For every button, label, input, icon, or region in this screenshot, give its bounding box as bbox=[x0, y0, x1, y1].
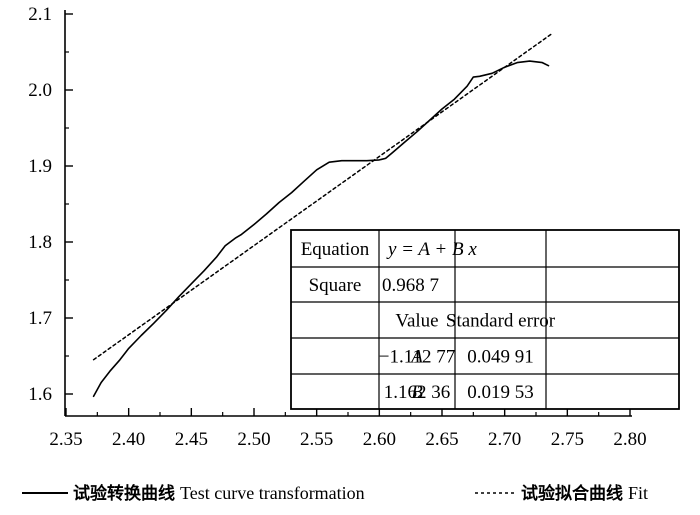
y-tick-label: 2.0 bbox=[28, 80, 52, 101]
x-tick-label: 2.55 bbox=[300, 429, 333, 450]
fit-table-cell: B bbox=[411, 382, 423, 403]
fit-table-cell: 0.968 7 bbox=[382, 275, 439, 296]
plot-area bbox=[92, 32, 554, 398]
fit-table-border bbox=[290, 229, 680, 410]
fit-table-cell: y = A + B x bbox=[386, 239, 477, 260]
x-tick-label: 2.65 bbox=[425, 429, 458, 450]
y-tick-label: 1.9 bbox=[28, 156, 52, 177]
x-tick-label: 2.80 bbox=[613, 429, 646, 450]
fit-table-cell: −1.112 77 bbox=[379, 347, 456, 368]
x-tick-label: 2.75 bbox=[551, 429, 584, 450]
fit-line bbox=[92, 32, 554, 361]
fit-table-cell: Square bbox=[309, 275, 362, 296]
fit-table: Equation y = A + B x Square 0.968 7 Value Sta… bbox=[290, 229, 680, 410]
x-tick-label: 2.45 bbox=[175, 429, 208, 450]
fit-table-cell: Value bbox=[395, 311, 438, 332]
y-tick-label: 1.8 bbox=[28, 232, 52, 253]
legend-label-fit: 试验拟合曲线 Fit bbox=[521, 483, 648, 504]
x-tick-label: 2.70 bbox=[488, 429, 521, 450]
fit-table-cell: Equation bbox=[301, 239, 370, 260]
x-tick-label: 2.40 bbox=[112, 429, 145, 450]
legend: 试验转换曲线 Test curve transformation 试验拟合曲线 Fit bbox=[22, 483, 648, 504]
fit-table-cell: A bbox=[409, 347, 423, 368]
fit-table-cell: 0.049 91 bbox=[467, 347, 534, 368]
fit-table-cell: Standard error bbox=[446, 311, 556, 332]
y-tick-label: 1.7 bbox=[28, 308, 52, 329]
fit-table-cell: 0.019 53 bbox=[467, 382, 534, 403]
axes: 2.35 2.40 2.45 2.50 2.55 2.60 2.65 2.70 2.75 2.80… bbox=[28, 4, 646, 450]
legend-label-test-curve: 试验转换曲线 Test curve transformation bbox=[73, 483, 365, 504]
y-tick-label: 1.6 bbox=[28, 384, 52, 405]
x-tick-label: 2.50 bbox=[237, 429, 270, 450]
x-tick-label: 2.35 bbox=[49, 429, 82, 450]
fit-table-cell: 1.162 36 bbox=[384, 382, 451, 403]
x-tick-label: 2.60 bbox=[363, 429, 396, 450]
test-curve-line bbox=[92, 60, 550, 398]
y-tick-label: 2.1 bbox=[28, 4, 52, 25]
